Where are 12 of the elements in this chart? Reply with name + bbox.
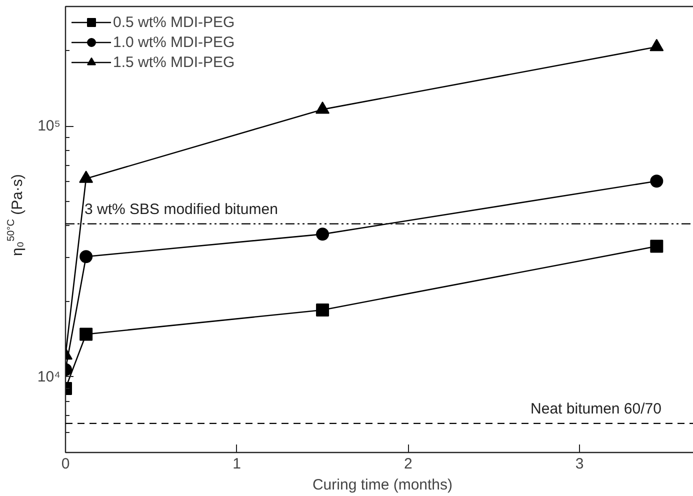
x-tick-label: 0 — [61, 456, 70, 472]
x-axis-title: Curing time (months) — [312, 476, 453, 494]
x-tick-label: 3 — [575, 456, 584, 472]
ref-line-label: Neat bitumen 60/70 — [530, 400, 662, 418]
legend-label: 1.0 wt% MDI-PEG — [113, 34, 235, 50]
y-tick-label: 10⁴ — [37, 368, 61, 386]
x-tick-label: 1 — [232, 456, 242, 472]
x-tick-label: 2 — [404, 456, 412, 472]
y-tick-label: 10⁵ — [38, 118, 61, 135]
ref-line-label: 3 wt% SBS modified bitumen — [84, 200, 278, 218]
legend-label: 0.5 wt% MDI-PEG — [113, 14, 235, 30]
legend-label: 1.5 wt% MDI-PEG — [113, 54, 235, 70]
